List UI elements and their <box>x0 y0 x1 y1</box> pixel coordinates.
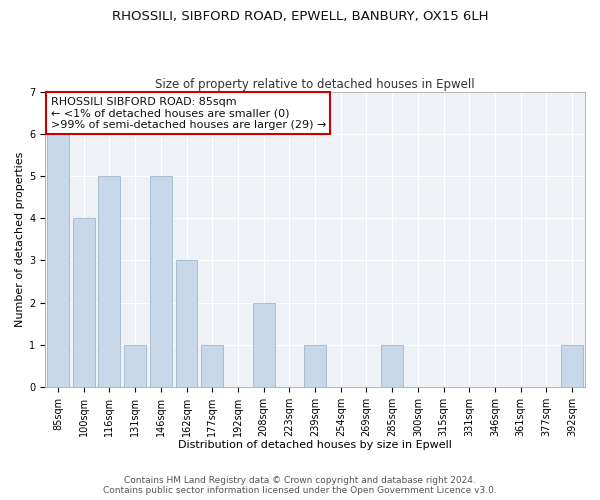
Text: Contains HM Land Registry data © Crown copyright and database right 2024.
Contai: Contains HM Land Registry data © Crown c… <box>103 476 497 495</box>
Text: RHOSSILI, SIBFORD ROAD, EPWELL, BANBURY, OX15 6LH: RHOSSILI, SIBFORD ROAD, EPWELL, BANBURY,… <box>112 10 488 23</box>
Bar <box>561 344 583 387</box>
Bar <box>176 260 197 386</box>
Text: RHOSSILI SIBFORD ROAD: 85sqm
← <1% of detached houses are smaller (0)
>99% of se: RHOSSILI SIBFORD ROAD: 85sqm ← <1% of de… <box>50 96 326 130</box>
Bar <box>381 344 403 387</box>
Bar <box>253 302 275 386</box>
X-axis label: Distribution of detached houses by size in Epwell: Distribution of detached houses by size … <box>178 440 452 450</box>
Bar <box>304 344 326 387</box>
Bar <box>124 344 146 387</box>
Y-axis label: Number of detached properties: Number of detached properties <box>15 152 25 327</box>
Bar <box>202 344 223 387</box>
Bar <box>73 218 95 386</box>
Bar <box>47 134 69 386</box>
Bar <box>150 176 172 386</box>
Title: Size of property relative to detached houses in Epwell: Size of property relative to detached ho… <box>155 78 475 91</box>
Bar <box>98 176 121 386</box>
